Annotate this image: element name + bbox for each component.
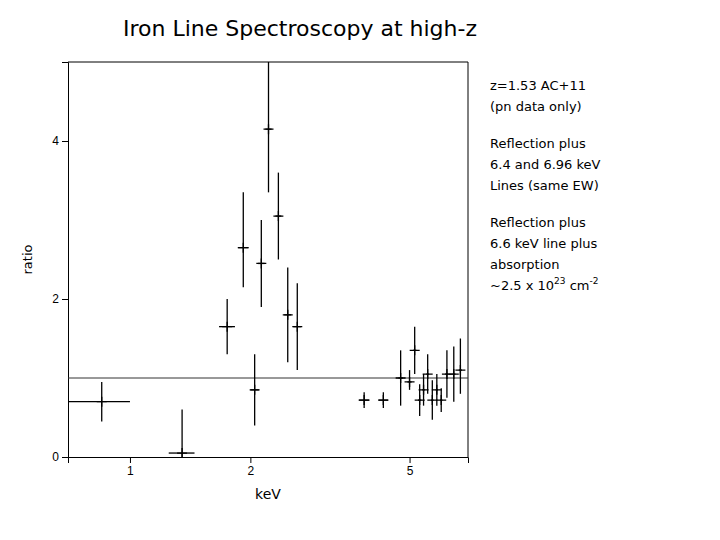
title: Iron Line Spectroscopy at high-z [123, 16, 477, 41]
point-group [423, 354, 433, 394]
x-axis: 1 2 5 [69, 457, 469, 478]
chart: 1 2 5 0 2 4 keV ratio Iron Line Spectroscopy at … [0, 0, 720, 540]
axis-line [69, 458, 469, 464]
annotation: 6.4 and 6.96 keV [490, 157, 601, 172]
point-group [292, 283, 302, 370]
tick: 5 [407, 457, 414, 478]
point [264, 124, 274, 134]
tick: 2 [248, 457, 255, 478]
point-group [359, 392, 370, 408]
point [427, 395, 437, 405]
point [177, 448, 187, 457]
point-group [436, 388, 446, 412]
point-group [219, 299, 235, 354]
point [250, 385, 260, 395]
tick: 4 [52, 134, 68, 148]
annotation: z=1.53 AC+11 [490, 78, 586, 93]
annotation-part: cm [566, 278, 590, 293]
point-group [432, 374, 442, 406]
annotation-superscript: -2 [589, 276, 598, 286]
point-group [273, 173, 283, 260]
annotation: 6.6 keV line plus [490, 236, 598, 251]
tick-mark [130, 457, 131, 463]
tick: 0 [52, 450, 68, 464]
tick-mark [410, 457, 411, 463]
point [455, 365, 465, 375]
tick-mark [62, 299, 68, 300]
point [222, 322, 232, 332]
annotation: absorption [490, 257, 559, 272]
point-group [449, 346, 459, 401]
annotation: (pn data only) [490, 99, 582, 114]
plot-area: 1 2 5 0 2 4 [52, 62, 468, 478]
point [283, 310, 293, 320]
point [292, 322, 302, 332]
axis-line [62, 63, 69, 458]
point [423, 369, 433, 379]
point-group [455, 339, 465, 394]
point [410, 345, 420, 355]
point-group [378, 392, 388, 408]
reference-line [68, 378, 468, 379]
annotation-superscript: 23 [554, 276, 565, 286]
point [359, 395, 369, 405]
annotation: ~2.5 x 1023 cm-2 [490, 276, 598, 293]
tick: 2 [52, 292, 68, 306]
tick-mark [62, 457, 68, 458]
point-group [169, 410, 195, 457]
point-group [264, 62, 274, 192]
point [405, 377, 415, 387]
tick-label: 2 [52, 292, 59, 306]
point [378, 395, 388, 405]
point-group [427, 380, 437, 420]
point [273, 211, 283, 221]
point-group [238, 192, 249, 287]
point-group [256, 220, 266, 307]
point [97, 397, 107, 407]
tick-label: 1 [127, 464, 134, 478]
point-group [68, 382, 130, 422]
annotation: Lines (same EW) [490, 178, 599, 193]
x-axis-title: keV [255, 486, 281, 502]
annotation: Reflection plus [490, 215, 586, 230]
tick-mark [250, 457, 251, 463]
point-group [410, 327, 420, 374]
tick-label: 2 [248, 464, 255, 478]
point [238, 243, 248, 253]
y-axis-title: ratio [20, 244, 35, 274]
tick: 1 [127, 457, 134, 478]
tick-label: 4 [52, 134, 59, 148]
point-group [250, 354, 260, 425]
frame-line [468, 62, 469, 457]
point [256, 258, 266, 268]
point-group [405, 370, 415, 390]
y-error-bar [243, 192, 244, 287]
marks [68, 62, 468, 457]
point [436, 395, 446, 405]
point [432, 385, 442, 395]
annotation: Reflection plus [490, 136, 586, 151]
tick-label: 5 [407, 464, 414, 478]
y-axis: 0 2 4 [52, 63, 68, 465]
point-group [283, 267, 293, 362]
tick-mark [62, 141, 68, 142]
tick-label: 0 [52, 450, 59, 464]
annotation-part: ~2.5 x 10 [490, 278, 554, 293]
point-group [396, 350, 406, 405]
point [396, 373, 406, 383]
